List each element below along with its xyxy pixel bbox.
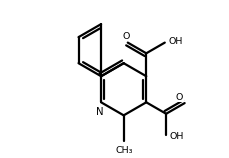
Text: OH: OH (169, 132, 183, 141)
Text: OH: OH (168, 36, 182, 46)
Text: CH₃: CH₃ (115, 146, 133, 155)
Text: O: O (175, 92, 183, 101)
Text: N: N (95, 107, 103, 117)
Text: O: O (122, 32, 129, 41)
